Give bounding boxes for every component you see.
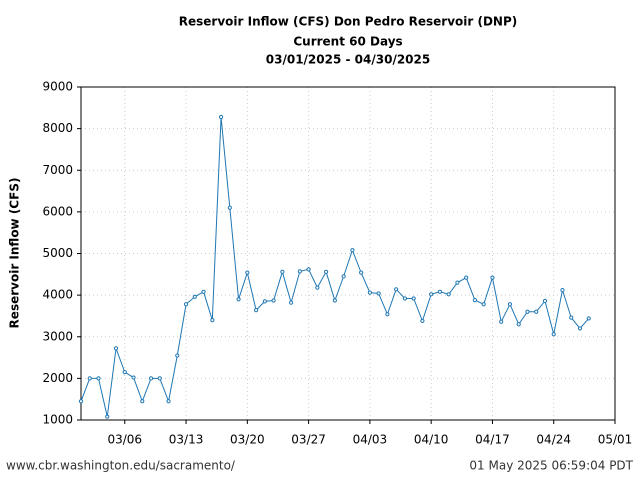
timestamp: 01 May 2025 06:59:04 PDT	[469, 459, 633, 473]
x-tick-label: 05/01	[598, 433, 633, 447]
data-point	[201, 289, 206, 294]
data-point	[455, 280, 460, 285]
data-point	[245, 270, 250, 275]
data-point	[560, 288, 565, 293]
data-point	[183, 302, 189, 307]
x-tick-label: 04/10	[414, 433, 449, 447]
data-point	[551, 332, 556, 337]
y-tick-label: 1000	[42, 413, 73, 427]
data-point	[236, 297, 241, 302]
x-tick-label: 04/03	[353, 433, 388, 447]
data-point	[542, 298, 548, 304]
data-point	[367, 290, 372, 295]
data-point	[437, 289, 443, 294]
data-point	[402, 296, 408, 301]
data-point	[490, 275, 495, 280]
data-point	[113, 346, 119, 351]
data-point	[429, 292, 434, 297]
y-tick-label: 6000	[42, 204, 73, 218]
data-point	[253, 308, 259, 313]
data-line	[80, 116, 590, 417]
data-point	[385, 312, 390, 317]
data-point	[157, 376, 162, 381]
chart-subtitle: Current 60 Days	[293, 35, 402, 49]
x-tick-label: 03/13	[169, 433, 204, 447]
date-range: 03/01/2025 - 04/30/2025	[266, 53, 430, 67]
y-tick-label: 4000	[42, 288, 73, 302]
data-point	[359, 270, 364, 275]
data-point	[481, 302, 486, 307]
data-point	[315, 285, 320, 290]
x-tick-label: 04/17	[475, 433, 510, 447]
data-point	[140, 399, 145, 404]
data-point	[210, 318, 215, 323]
data-point	[525, 309, 530, 314]
data-point	[411, 296, 416, 301]
data-point	[131, 375, 136, 380]
source-url: www.cbr.washington.edu/sacramento/	[6, 459, 236, 473]
data-point	[166, 399, 171, 404]
data-point	[271, 298, 276, 303]
data-point	[262, 299, 267, 304]
data-point	[288, 300, 294, 305]
y-tick-label: 7000	[42, 163, 73, 177]
y-tick-label: 5000	[42, 246, 73, 260]
data-point	[324, 269, 329, 274]
data-point	[472, 298, 478, 303]
data-point	[148, 376, 154, 381]
data-point	[376, 291, 381, 296]
data-point	[516, 322, 521, 327]
data-point	[332, 298, 337, 303]
data-point	[297, 269, 302, 274]
y-tick-label: 9000	[42, 80, 73, 94]
chart-title: Reservoir Inflow (CFS) Don Pedro Reservo…	[179, 15, 517, 29]
data-point	[96, 376, 101, 381]
y-tick-label: 3000	[42, 329, 73, 343]
data-point	[420, 318, 425, 324]
data-point	[78, 399, 84, 404]
plot-frame	[80, 86, 616, 421]
data-point	[218, 114, 224, 120]
data-point	[280, 269, 285, 274]
data-point	[577, 326, 583, 331]
data-point	[394, 287, 399, 292]
data-point	[192, 294, 197, 299]
data-point	[446, 292, 451, 297]
data-point	[586, 316, 591, 321]
y-tick-label: 2000	[42, 371, 73, 385]
data-point	[464, 275, 469, 280]
data-point	[105, 414, 110, 419]
data-point	[350, 248, 355, 253]
x-tick-label: 04/24	[536, 433, 571, 447]
data-point	[341, 274, 346, 279]
data-point	[507, 302, 513, 307]
data-point	[499, 319, 504, 324]
data-point	[227, 205, 232, 210]
data-point	[534, 309, 539, 314]
data-point	[87, 376, 92, 381]
data-point	[569, 315, 574, 320]
x-tick-label: 03/06	[107, 433, 142, 447]
data-point	[175, 353, 180, 358]
y-axis-label: Reservoir Inflow (CFS)	[8, 178, 22, 329]
x-tick-label: 03/20	[230, 433, 265, 447]
y-tick-label: 8000	[42, 121, 73, 135]
x-tick-label: 03/27	[291, 433, 326, 447]
data-point	[122, 370, 127, 375]
data-point	[306, 267, 311, 272]
